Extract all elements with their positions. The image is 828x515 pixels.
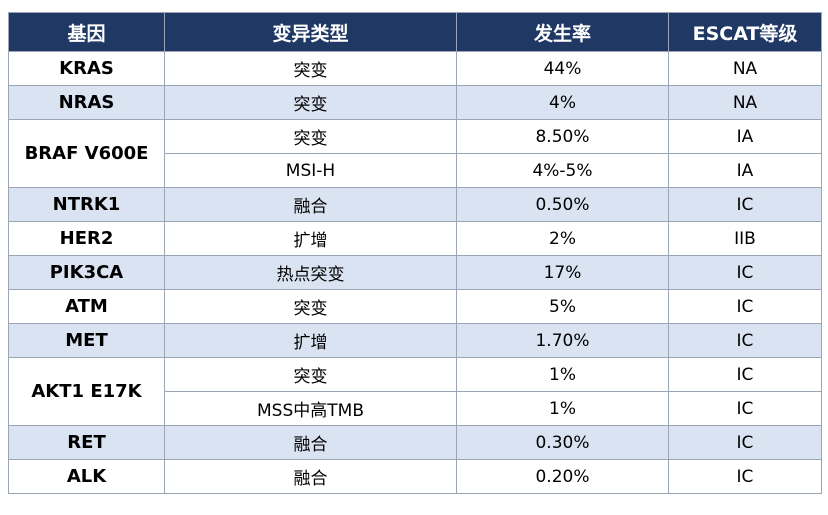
variant-type-cell: MSS中高TMB bbox=[164, 391, 457, 426]
variant-type-cell: 扩增 bbox=[164, 221, 457, 256]
table-row: MSS中高TMB 1% IC bbox=[9, 391, 822, 426]
gene-cell: HER2 bbox=[8, 221, 165, 256]
table-row: ATM 突变 5% IC bbox=[8, 289, 822, 324]
variant-type-cell: 融合 bbox=[164, 459, 457, 494]
rate-cell: 1% bbox=[456, 357, 669, 392]
header-rate: 发生率 bbox=[456, 12, 669, 52]
gene-cell: NTRK1 bbox=[8, 187, 165, 222]
header-gene: 基因 bbox=[8, 12, 165, 52]
table-row: KRAS 突变 44% NA bbox=[8, 51, 822, 86]
table-row: AKT1 E17K 突变 1% IC bbox=[8, 357, 822, 426]
escat-cell: IC bbox=[668, 289, 822, 324]
gene-cell: RET bbox=[8, 425, 165, 460]
variant-type-cell: 扩增 bbox=[164, 323, 457, 358]
rate-cell: 44% bbox=[456, 51, 669, 86]
gene-cell: ATM bbox=[8, 289, 165, 324]
table-row: NTRK1 融合 0.50% IC bbox=[8, 187, 822, 222]
rate-cell: 0.30% bbox=[456, 425, 669, 460]
variant-type-cell: 突变 bbox=[164, 51, 457, 86]
header-row: 基因 变异类型 发生率 ESCAT等级 bbox=[8, 12, 822, 52]
escat-cell: IIB bbox=[668, 221, 822, 256]
variant-type-cell: 融合 bbox=[164, 187, 457, 222]
header-variant-type: 变异类型 bbox=[164, 12, 457, 52]
rate-cell: 4%-5% bbox=[456, 153, 669, 188]
table-row: BRAF V600E 突变 8.50% IA bbox=[8, 119, 822, 188]
variant-type-cell: 突变 bbox=[164, 85, 457, 120]
escat-cell: IC bbox=[668, 255, 822, 290]
variant-type-cell: 融合 bbox=[164, 425, 457, 460]
table-row: RET 融合 0.30% IC bbox=[8, 425, 822, 460]
rate-cell: 5% bbox=[456, 289, 669, 324]
rate-cell: 4% bbox=[456, 85, 669, 120]
escat-cell: IC bbox=[668, 323, 822, 358]
escat-cell: IC bbox=[668, 357, 822, 392]
table-container: 基因 变异类型 发生率 ESCAT等级 KRAS 突变 44% NA NRAS … bbox=[8, 12, 822, 494]
variant-type-cell: MSI-H bbox=[164, 153, 457, 188]
rate-cell: 17% bbox=[456, 255, 669, 290]
header-escat: ESCAT等级 bbox=[668, 12, 822, 52]
escat-cell: IA bbox=[668, 153, 822, 188]
escat-cell: IC bbox=[668, 187, 822, 222]
gene-cell: BRAF V600E bbox=[8, 119, 165, 188]
variant-type-cell: 热点突变 bbox=[164, 255, 457, 290]
rate-cell: 1% bbox=[456, 391, 669, 426]
gene-variant-table: 基因 变异类型 发生率 ESCAT等级 KRAS 突变 44% NA NRAS … bbox=[8, 12, 822, 494]
table-body: KRAS 突变 44% NA NRAS 突变 4% NA BRAF V600E … bbox=[8, 51, 822, 494]
gene-cell: KRAS bbox=[8, 51, 165, 86]
escat-cell: IC bbox=[668, 425, 822, 460]
table-header: 基因 变异类型 发生率 ESCAT等级 bbox=[8, 12, 822, 52]
rate-cell: 0.50% bbox=[456, 187, 669, 222]
escat-cell: IA bbox=[668, 119, 822, 154]
table-row: HER2 扩增 2% IIB bbox=[8, 221, 822, 256]
escat-cell: NA bbox=[668, 85, 822, 120]
rate-cell: 1.70% bbox=[456, 323, 669, 358]
table-row: MET 扩增 1.70% IC bbox=[8, 323, 822, 358]
variant-type-cell: 突变 bbox=[164, 357, 457, 392]
gene-cell: PIK3CA bbox=[8, 255, 165, 290]
rate-cell: 0.20% bbox=[456, 459, 669, 494]
gene-cell: AKT1 E17K bbox=[8, 357, 165, 426]
escat-cell: IC bbox=[668, 391, 822, 426]
table-row: NRAS 突变 4% NA bbox=[8, 85, 822, 120]
table-row: MSI-H 4%-5% IA bbox=[9, 153, 822, 188]
escat-cell: IC bbox=[668, 459, 822, 494]
rate-cell: 2% bbox=[456, 221, 669, 256]
gene-cell: NRAS bbox=[8, 85, 165, 120]
variant-type-cell: 突变 bbox=[164, 289, 457, 324]
escat-cell: NA bbox=[668, 51, 822, 86]
variant-type-cell: 突变 bbox=[164, 119, 457, 154]
rate-cell: 8.50% bbox=[456, 119, 669, 154]
table-row: PIK3CA 热点突变 17% IC bbox=[8, 255, 822, 290]
gene-cell: ALK bbox=[8, 459, 165, 494]
table-row: ALK 融合 0.20% IC bbox=[8, 459, 822, 494]
gene-cell: MET bbox=[8, 323, 165, 358]
